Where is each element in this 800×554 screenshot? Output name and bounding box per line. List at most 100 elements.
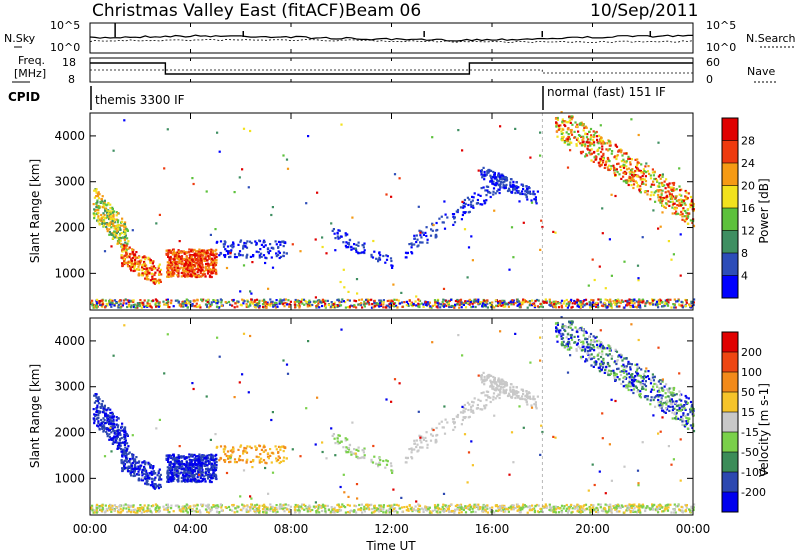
power-cell bbox=[95, 206, 98, 209]
power-cell bbox=[150, 300, 153, 303]
power-cell bbox=[410, 303, 413, 307]
power-cell bbox=[390, 264, 393, 267]
power-cell bbox=[429, 305, 432, 308]
power-cell bbox=[253, 300, 256, 303]
velocity-cell bbox=[137, 467, 140, 470]
velocity-cell bbox=[571, 507, 574, 510]
power-cell bbox=[523, 193, 527, 196]
power-cell bbox=[627, 167, 631, 170]
power-cell bbox=[658, 302, 661, 305]
power-cell bbox=[241, 254, 244, 257]
velocity-cell bbox=[132, 474, 135, 478]
power-cell bbox=[672, 303, 675, 306]
velocity-cell bbox=[560, 509, 563, 512]
power-cell bbox=[591, 301, 595, 304]
power-cell bbox=[676, 204, 679, 207]
power-cell bbox=[245, 242, 248, 245]
power-cell bbox=[378, 256, 381, 259]
power-cell bbox=[629, 180, 632, 183]
power-cell bbox=[112, 210, 116, 213]
power-cell bbox=[420, 230, 423, 233]
colorbar-tick-label: 20 bbox=[741, 180, 755, 193]
power-cell bbox=[108, 214, 111, 217]
power-cell bbox=[98, 218, 102, 221]
velocity-cell bbox=[123, 459, 126, 462]
power-cell bbox=[116, 221, 119, 224]
power-cell bbox=[540, 305, 543, 308]
velocity-cell bbox=[254, 508, 257, 512]
power-cell bbox=[589, 301, 592, 305]
power-cell bbox=[152, 265, 155, 268]
power-cell bbox=[215, 302, 218, 305]
power-cell bbox=[204, 303, 208, 306]
velocity-cell bbox=[95, 393, 98, 396]
power-cell bbox=[653, 191, 656, 194]
velocity-cell bbox=[166, 508, 170, 511]
power-cell bbox=[666, 298, 669, 302]
velocity-cell bbox=[640, 504, 643, 507]
velocity-cell bbox=[108, 415, 111, 418]
power-cell bbox=[143, 272, 146, 275]
velocity-cell bbox=[97, 409, 100, 413]
velocity-cell bbox=[182, 507, 185, 510]
velocity-cell bbox=[302, 503, 306, 506]
power-cell bbox=[108, 231, 111, 234]
power-cell bbox=[384, 261, 387, 264]
power-cell bbox=[313, 301, 316, 304]
velocity-cell bbox=[109, 422, 113, 425]
power-cell bbox=[620, 177, 623, 180]
velocity-cell bbox=[102, 429, 105, 432]
power-cell bbox=[167, 252, 170, 255]
power-cell bbox=[178, 240, 181, 243]
power-cell bbox=[535, 298, 539, 302]
power-cell bbox=[444, 213, 447, 216]
velocity-cell bbox=[91, 509, 94, 512]
power-cell bbox=[332, 303, 335, 306]
power-cell bbox=[123, 237, 127, 240]
power-cell bbox=[102, 204, 105, 207]
power-cell bbox=[108, 210, 111, 213]
power-cell bbox=[583, 126, 586, 129]
power-cell bbox=[632, 186, 635, 190]
power-cell bbox=[685, 299, 688, 302]
velocity-cell bbox=[560, 504, 564, 507]
velocity-cell bbox=[284, 503, 287, 506]
power-cell bbox=[570, 133, 574, 136]
power-cell bbox=[400, 291, 403, 294]
velocity-cell bbox=[140, 464, 143, 467]
power-cell bbox=[608, 148, 611, 151]
power-cell bbox=[628, 171, 631, 174]
power-cell bbox=[460, 303, 463, 306]
velocity-cell bbox=[109, 408, 112, 411]
power-cell bbox=[330, 301, 333, 304]
power-cell bbox=[314, 238, 317, 241]
power-cell bbox=[192, 182, 195, 186]
power-cell bbox=[130, 265, 133, 268]
power-cell bbox=[203, 252, 206, 255]
power-cell bbox=[663, 184, 666, 187]
power-cell bbox=[238, 254, 241, 257]
power-cell bbox=[151, 280, 155, 283]
velocity-cell bbox=[269, 503, 272, 506]
power-cell bbox=[229, 303, 232, 306]
power-cell bbox=[183, 300, 186, 303]
power-cell bbox=[282, 254, 285, 257]
power-cell bbox=[654, 190, 658, 193]
velocity-cell bbox=[581, 510, 584, 513]
velocity-cell bbox=[130, 509, 133, 512]
power-cell bbox=[641, 174, 644, 178]
power-cell bbox=[200, 253, 203, 257]
power-cell bbox=[262, 254, 266, 257]
velocity-cell bbox=[111, 416, 114, 419]
power-cell bbox=[279, 298, 282, 301]
power-cell bbox=[485, 301, 488, 304]
velocity-cell bbox=[110, 419, 113, 423]
power-cell bbox=[616, 162, 619, 166]
power-cell bbox=[362, 243, 365, 247]
power-cell bbox=[243, 300, 246, 303]
velocity-cell bbox=[512, 508, 515, 511]
power-cell bbox=[531, 299, 534, 302]
velocity-cell bbox=[565, 503, 568, 507]
power-cell bbox=[128, 256, 131, 259]
velocity-cell bbox=[685, 504, 688, 507]
